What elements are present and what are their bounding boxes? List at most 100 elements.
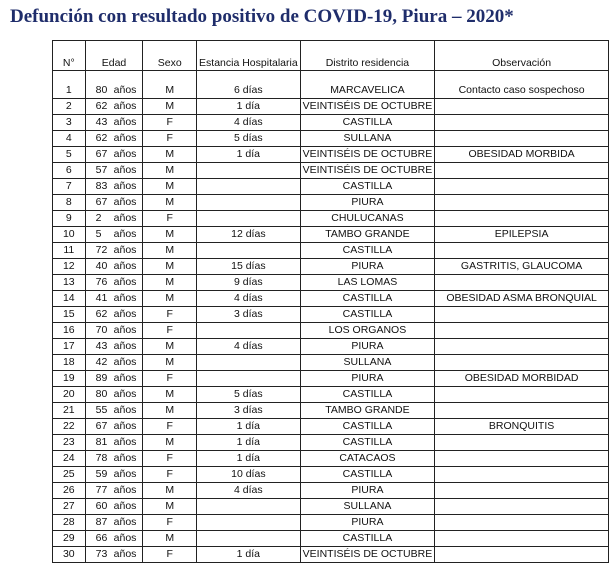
age-cell: 62 años	[84, 306, 144, 323]
number-cell: 4	[52, 130, 86, 147]
sex-cell: F	[142, 322, 198, 339]
row: 25 59 años F 10 días CASTILLA	[52, 466, 609, 483]
sex-cell: M	[142, 194, 198, 211]
age-value: 70	[95, 324, 108, 336]
age-cell: 73 años	[84, 546, 144, 563]
number-cell: 29	[52, 530, 86, 547]
age-value: 66	[95, 532, 108, 544]
stay-cell: 4 días	[196, 338, 301, 355]
observation-cell	[434, 466, 609, 483]
district-cell: CATACAOS	[299, 450, 436, 467]
sex-cell: F	[142, 210, 198, 227]
sex-cell: F	[142, 306, 198, 323]
sex-cell: M	[142, 434, 198, 451]
observation-cell	[434, 450, 609, 467]
sex-cell: M	[142, 162, 198, 179]
age-unit: años	[113, 532, 137, 544]
age: 2 años	[88, 212, 141, 226]
sex-cell: M	[142, 242, 198, 259]
age-cell: 40 años	[84, 258, 144, 275]
district-cell: CASTILLA	[299, 306, 436, 323]
observation-cell: BRONQUITIS	[434, 418, 609, 435]
district-cell: CASTILLA	[299, 530, 436, 547]
age-unit: años	[113, 244, 137, 256]
age-value: 80	[95, 388, 108, 400]
age: 67 años	[88, 148, 141, 162]
sex-cell: F	[142, 370, 198, 387]
number-cell: 21	[52, 402, 86, 419]
district-cell: CHULUCANAS	[299, 210, 436, 227]
age-unit: años	[113, 452, 137, 464]
sex-cell: F	[142, 418, 198, 435]
age: 78 años	[88, 452, 141, 466]
stay-cell: 10 días	[196, 466, 301, 483]
age: 87 años	[88, 516, 141, 530]
sex-cell: F	[142, 450, 198, 467]
district-cell: CASTILLA	[299, 418, 436, 435]
row: 17 43 años M 4 días PIURA	[52, 338, 609, 355]
observation-cell	[434, 514, 609, 531]
age-value: 59	[95, 468, 108, 480]
age-cell: 78 años	[84, 450, 144, 467]
age-unit: años	[113, 132, 137, 144]
age-value: 80	[95, 84, 108, 96]
number-cell: 1	[52, 70, 86, 99]
age-unit: años	[113, 228, 137, 240]
row: 1 80 años M 6 días MARCAVELICA Contacto caso s…	[52, 70, 609, 99]
stay-cell: 4 días	[196, 482, 301, 499]
district-cell: PIURA	[299, 258, 436, 275]
age-value: 60	[95, 500, 108, 512]
observation-cell	[434, 498, 609, 515]
row: 18 42 años M SULLANA	[52, 354, 609, 371]
sex-cell: F	[142, 114, 198, 131]
observation-cell: Contacto caso sospechoso	[434, 70, 609, 99]
age: 67 años	[88, 196, 141, 210]
age-value: 62	[95, 132, 108, 144]
observation-cell	[434, 242, 609, 259]
row: 13 76 años M 9 días LAS LOMAS	[52, 274, 609, 291]
age-cell: 76 años	[84, 274, 144, 291]
age-unit: años	[113, 100, 137, 112]
observation-cell: OBESIDAD MORBIDA	[434, 146, 609, 163]
age-unit: años	[113, 84, 137, 96]
district-cell: SULLANA	[299, 130, 436, 147]
age-cell: 80 años	[84, 70, 144, 99]
observation-cell	[434, 386, 609, 403]
age-unit: años	[113, 436, 137, 448]
age-cell: 62 años	[84, 130, 144, 147]
district-cell: CASTILLA	[299, 386, 436, 403]
age-unit: años	[113, 260, 137, 272]
stay-cell	[196, 514, 301, 531]
age-cell: 77 años	[84, 482, 144, 499]
age-cell: 42 años	[84, 354, 144, 371]
number-cell: 11	[52, 242, 86, 259]
number-cell: 24	[52, 450, 86, 467]
age-cell: 72 años	[84, 242, 144, 259]
stay-cell	[196, 530, 301, 547]
sex-cell: F	[142, 466, 198, 483]
age-cell: 60 años	[84, 498, 144, 515]
district-cell: VEINTISÉIS DE OCTUBRE	[299, 546, 436, 563]
age-unit: años	[113, 356, 137, 368]
number-cell: 22	[52, 418, 86, 435]
age-cell: 67 años	[84, 146, 144, 163]
age: 62 años	[88, 100, 141, 114]
district-cell: PIURA	[299, 482, 436, 499]
age-unit: años	[113, 164, 137, 176]
age: 5 años	[88, 228, 141, 242]
number-cell: 27	[52, 498, 86, 515]
row: 7 83 años M CASTILLA	[52, 178, 609, 195]
row: 23 81 años M 1 día CASTILLA	[52, 434, 609, 451]
row: 19 89 años F PIURA OBESIDAD MORBIDAD	[52, 370, 609, 387]
age-unit: años	[113, 516, 137, 528]
observation-cell	[434, 546, 609, 563]
age-unit: años	[113, 324, 137, 336]
age-unit: años	[113, 548, 137, 560]
stay-cell	[196, 194, 301, 211]
district-cell: VEINTISÉIS DE OCTUBRE	[299, 98, 436, 115]
age-cell: 89 años	[84, 370, 144, 387]
sex-cell: M	[142, 402, 198, 419]
age-value: 2	[95, 212, 102, 224]
column-header: Edad	[84, 40, 144, 71]
age-unit: años	[113, 292, 137, 304]
